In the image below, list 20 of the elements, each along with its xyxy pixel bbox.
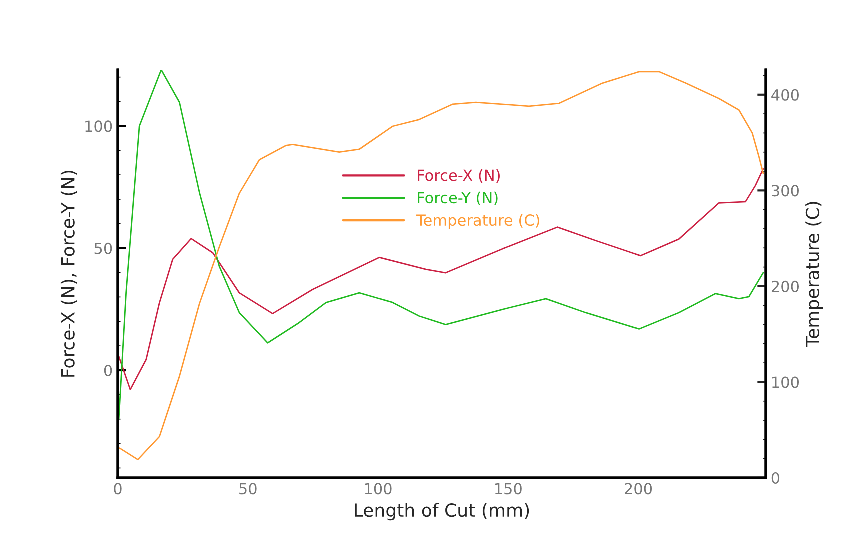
legend-label: Temperature (C) <box>416 214 540 230</box>
x-axis-title: Length of Cut (mm) <box>355 503 530 521</box>
y2-tick-label: 400 <box>772 89 800 101</box>
y2-tick-label: 300 <box>772 185 800 197</box>
y2-axis-title: Temperature (C) <box>806 202 824 348</box>
y-tick-label: 50 <box>94 242 112 254</box>
y2-tick-label: 100 <box>772 376 800 388</box>
line-series <box>118 168 764 390</box>
x-tick-label: 100 <box>365 483 392 495</box>
y2-tick-label: 0 <box>772 472 780 484</box>
x-tick-label: 50 <box>240 483 257 495</box>
y-tick-label: 100 <box>86 120 112 132</box>
x-tick-label: 0 <box>114 483 122 495</box>
legend-label: Force-Y (N) <box>418 192 498 206</box>
x-tick-label: 150 <box>495 483 522 495</box>
y-tick-label: 0 <box>104 364 112 377</box>
y-axis-title: Force-X (N), Force-Y (N) <box>60 170 78 377</box>
y2-tick-label: 200 <box>772 280 800 292</box>
legend-label: Force-X (N) <box>418 169 500 184</box>
x-tick-label: 200 <box>625 483 652 495</box>
